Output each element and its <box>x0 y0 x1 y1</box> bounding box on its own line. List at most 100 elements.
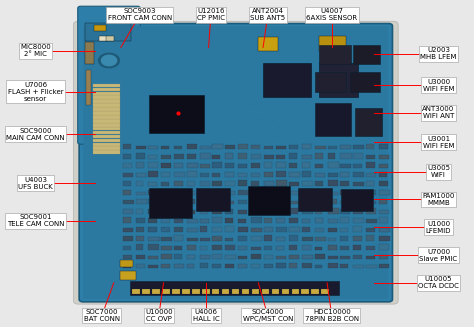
FancyBboxPatch shape <box>340 247 349 250</box>
FancyBboxPatch shape <box>238 210 247 214</box>
FancyBboxPatch shape <box>93 95 120 99</box>
FancyBboxPatch shape <box>328 263 337 268</box>
FancyBboxPatch shape <box>212 163 222 168</box>
FancyBboxPatch shape <box>123 236 133 241</box>
FancyBboxPatch shape <box>172 289 180 294</box>
FancyBboxPatch shape <box>328 245 337 250</box>
FancyBboxPatch shape <box>225 238 233 241</box>
FancyBboxPatch shape <box>264 255 273 259</box>
FancyBboxPatch shape <box>200 246 208 250</box>
FancyBboxPatch shape <box>251 228 262 232</box>
FancyBboxPatch shape <box>161 163 172 168</box>
FancyBboxPatch shape <box>238 180 247 186</box>
FancyBboxPatch shape <box>93 143 120 146</box>
FancyBboxPatch shape <box>94 25 106 31</box>
FancyBboxPatch shape <box>93 127 120 130</box>
FancyBboxPatch shape <box>238 200 247 204</box>
FancyBboxPatch shape <box>161 218 170 223</box>
FancyBboxPatch shape <box>289 163 297 168</box>
FancyBboxPatch shape <box>276 256 286 259</box>
FancyBboxPatch shape <box>379 181 388 186</box>
FancyBboxPatch shape <box>212 198 222 204</box>
Text: ANT3000
WIFI ANT: ANT3000 WIFI ANT <box>422 106 455 119</box>
FancyBboxPatch shape <box>123 246 131 250</box>
FancyBboxPatch shape <box>379 155 390 159</box>
FancyBboxPatch shape <box>340 217 349 223</box>
FancyBboxPatch shape <box>93 115 120 119</box>
FancyBboxPatch shape <box>315 228 324 232</box>
FancyBboxPatch shape <box>174 235 182 241</box>
Text: U4003
UFS BUCK: U4003 UFS BUCK <box>18 177 53 190</box>
FancyBboxPatch shape <box>212 264 221 268</box>
FancyBboxPatch shape <box>93 139 120 142</box>
FancyBboxPatch shape <box>353 172 364 177</box>
FancyBboxPatch shape <box>148 146 157 149</box>
FancyBboxPatch shape <box>200 189 208 195</box>
FancyBboxPatch shape <box>212 236 222 241</box>
FancyBboxPatch shape <box>302 171 311 177</box>
FancyBboxPatch shape <box>136 244 143 250</box>
FancyBboxPatch shape <box>263 63 311 97</box>
FancyBboxPatch shape <box>174 246 182 250</box>
FancyBboxPatch shape <box>174 154 184 159</box>
FancyBboxPatch shape <box>315 210 322 214</box>
FancyBboxPatch shape <box>366 219 377 223</box>
FancyBboxPatch shape <box>130 281 339 295</box>
FancyBboxPatch shape <box>276 218 285 223</box>
FancyBboxPatch shape <box>366 246 375 250</box>
FancyBboxPatch shape <box>302 189 310 195</box>
FancyBboxPatch shape <box>200 238 210 241</box>
FancyBboxPatch shape <box>315 164 323 168</box>
FancyBboxPatch shape <box>328 256 338 259</box>
FancyBboxPatch shape <box>289 228 301 232</box>
Text: U12016
CP PMIC: U12016 CP PMIC <box>197 8 225 21</box>
FancyBboxPatch shape <box>136 217 145 223</box>
FancyBboxPatch shape <box>225 181 235 186</box>
FancyBboxPatch shape <box>238 256 247 259</box>
FancyBboxPatch shape <box>86 70 91 105</box>
FancyBboxPatch shape <box>264 235 272 241</box>
FancyBboxPatch shape <box>328 181 338 186</box>
FancyBboxPatch shape <box>315 181 323 186</box>
FancyBboxPatch shape <box>302 245 310 250</box>
FancyBboxPatch shape <box>276 237 285 241</box>
FancyBboxPatch shape <box>148 265 157 268</box>
FancyBboxPatch shape <box>353 265 364 268</box>
FancyBboxPatch shape <box>276 163 286 168</box>
FancyBboxPatch shape <box>136 181 143 186</box>
FancyBboxPatch shape <box>319 45 351 64</box>
Text: U3000
WIFI FEM: U3000 WIFI FEM <box>423 78 454 92</box>
Text: ANT2004
SUB ANT5: ANT2004 SUB ANT5 <box>250 8 285 21</box>
FancyBboxPatch shape <box>302 200 310 204</box>
FancyBboxPatch shape <box>187 181 195 186</box>
FancyBboxPatch shape <box>289 153 298 159</box>
FancyBboxPatch shape <box>238 164 246 168</box>
FancyBboxPatch shape <box>251 199 261 204</box>
FancyBboxPatch shape <box>187 238 198 241</box>
FancyBboxPatch shape <box>264 155 274 159</box>
FancyBboxPatch shape <box>264 200 274 204</box>
FancyBboxPatch shape <box>200 255 210 259</box>
FancyBboxPatch shape <box>328 199 337 204</box>
FancyBboxPatch shape <box>353 182 364 186</box>
FancyBboxPatch shape <box>232 289 239 294</box>
FancyBboxPatch shape <box>148 227 157 232</box>
FancyBboxPatch shape <box>200 146 211 149</box>
FancyBboxPatch shape <box>251 210 262 214</box>
FancyBboxPatch shape <box>289 218 298 223</box>
FancyBboxPatch shape <box>106 36 114 41</box>
FancyBboxPatch shape <box>212 190 220 195</box>
Text: PAM1000
MMMB: PAM1000 MMMB <box>422 193 455 206</box>
FancyBboxPatch shape <box>196 188 230 211</box>
FancyBboxPatch shape <box>136 162 144 168</box>
FancyBboxPatch shape <box>252 289 259 294</box>
FancyBboxPatch shape <box>187 199 195 204</box>
FancyBboxPatch shape <box>328 173 338 177</box>
FancyBboxPatch shape <box>238 265 247 268</box>
FancyBboxPatch shape <box>319 63 358 97</box>
FancyBboxPatch shape <box>353 210 363 214</box>
FancyBboxPatch shape <box>353 145 364 149</box>
FancyBboxPatch shape <box>251 145 260 149</box>
FancyBboxPatch shape <box>302 162 310 168</box>
FancyBboxPatch shape <box>120 271 136 280</box>
